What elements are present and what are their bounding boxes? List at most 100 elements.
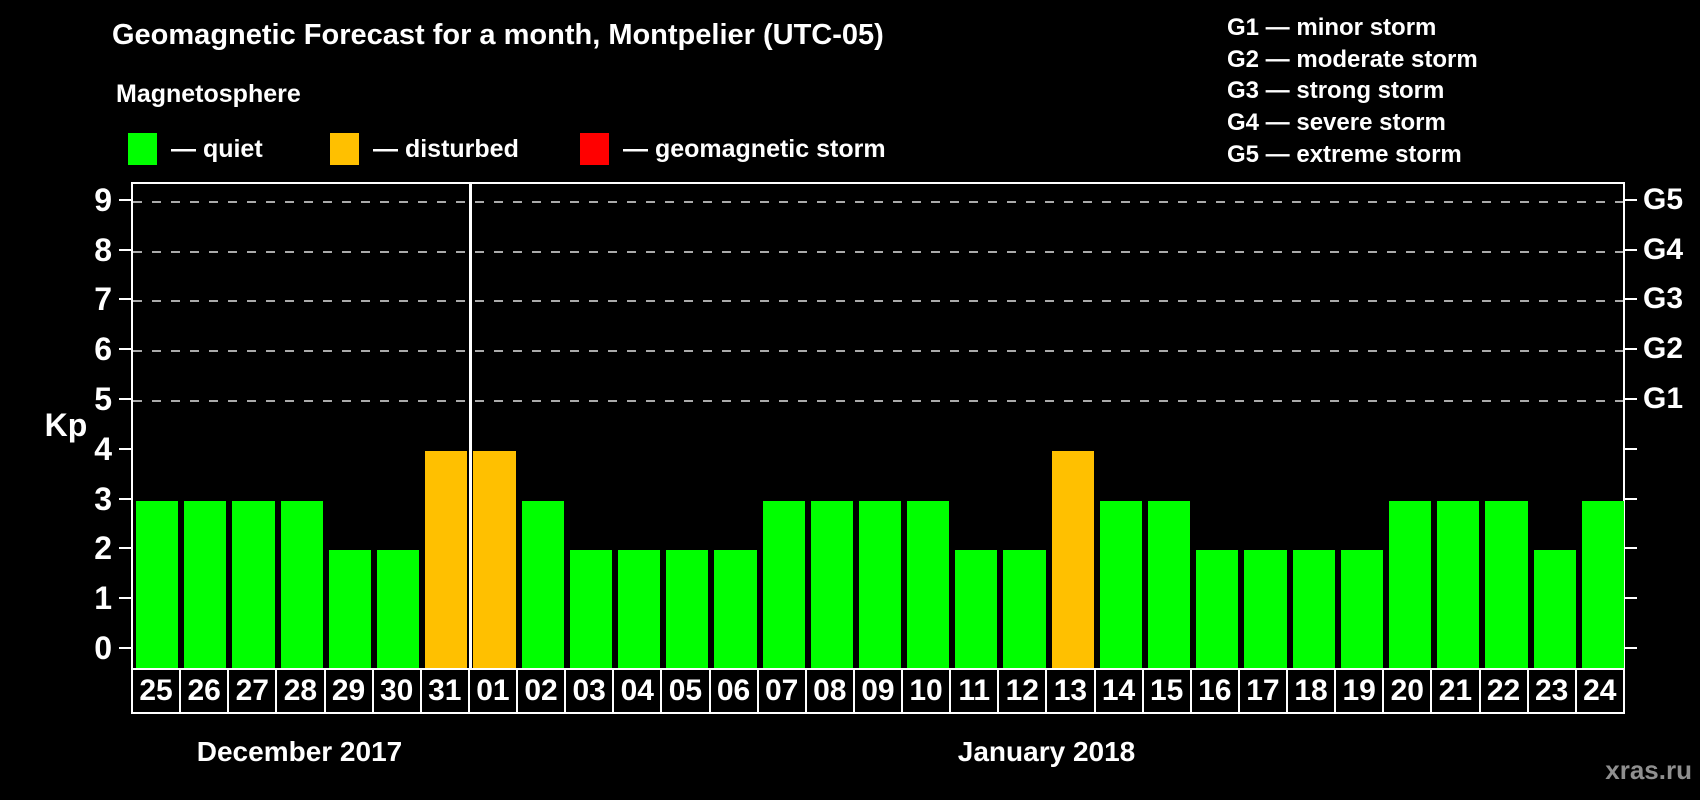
right-axis-tick — [1625, 298, 1637, 301]
date-label: 13 — [1045, 668, 1096, 714]
g-level-label-g1: G1 — [1643, 382, 1684, 415]
date-label: 07 — [756, 668, 807, 714]
date-label: 18 — [1286, 668, 1337, 714]
y-axis-tick — [119, 597, 131, 600]
date-label: 24 — [1574, 668, 1625, 714]
legend-item-storm: — geomagnetic storm — [580, 133, 886, 165]
kp-bar — [232, 500, 275, 670]
y-tick-label: 3 — [94, 480, 112, 517]
date-label: 12 — [997, 668, 1048, 714]
y-tick-label: 4 — [94, 430, 112, 467]
date-label: 08 — [804, 668, 855, 714]
kp-bar — [1003, 550, 1046, 670]
kp-bar — [1196, 550, 1239, 670]
kp-bar — [955, 550, 998, 670]
legend-item-quiet: — quiet — [128, 133, 263, 165]
kp-bar — [1099, 500, 1143, 670]
month-label-january: January 2018 — [957, 736, 1136, 767]
kp-bar — [473, 450, 516, 670]
date-label: 09 — [852, 668, 903, 714]
kp-bar — [617, 550, 661, 670]
legend-label-storm: — geomagnetic storm — [623, 135, 886, 163]
kp-bar — [136, 500, 179, 670]
kp-bar — [1581, 500, 1624, 670]
kp-bar — [666, 550, 709, 670]
date-label: 02 — [516, 668, 567, 714]
kp-bar — [1437, 500, 1480, 670]
y-axis-tick — [119, 497, 131, 500]
kp-bar — [521, 500, 564, 670]
y-tick-label: 5 — [94, 381, 112, 417]
kp-bar — [810, 500, 853, 670]
date-label: 20 — [1382, 668, 1433, 714]
right-axis-tick — [1625, 497, 1637, 500]
kp-bar — [425, 450, 468, 670]
date-axis: 25 26 27 28 29 30 31 01 02 03 04 05 06 07 08 09 10 11 12 13… — [131, 668, 1625, 714]
date-label: 26 — [179, 668, 230, 714]
storm-color-swatch — [580, 133, 609, 165]
y-axis-tick — [119, 198, 131, 201]
kp-bar — [569, 550, 612, 670]
g-scale-line-g5: G5 — extreme storm — [1227, 140, 1462, 168]
y-axis-tick — [119, 398, 131, 400]
y-tick-label: 0 — [94, 630, 112, 666]
date-label: 21 — [1430, 668, 1481, 714]
watermark-xras: xras.ru — [1605, 755, 1692, 785]
right-axis-tick — [1625, 398, 1637, 400]
kp-axis-title: Kp — [44, 407, 88, 443]
right-axis-tick — [1625, 597, 1637, 600]
disturbed-color-swatch — [330, 133, 359, 165]
y-axis-tick — [119, 248, 131, 251]
gridline-kp9 — [133, 200, 1623, 203]
g-scale-line-g1: G1 — minor storm — [1227, 14, 1437, 41]
kp-bar — [907, 500, 950, 670]
kp-bar — [762, 500, 805, 670]
right-axis-tick — [1625, 647, 1637, 649]
date-label: 22 — [1478, 668, 1529, 714]
y-axis-tick — [119, 647, 131, 649]
kp-bar — [1533, 550, 1576, 670]
g-level-label-g2: G2 — [1643, 332, 1684, 366]
y-tick-label: 7 — [94, 281, 112, 318]
y-tick-label: 1 — [94, 580, 112, 617]
date-label: 31 — [419, 668, 470, 714]
quiet-color-swatch — [128, 133, 157, 165]
date-label: 01 — [467, 668, 518, 714]
right-axis-tick — [1625, 547, 1637, 550]
gridline-kp7 — [133, 300, 1623, 303]
date-label: 23 — [1526, 668, 1577, 714]
gridline-kp5 — [133, 400, 1623, 402]
kp-bar — [184, 500, 227, 670]
kp-bar — [1340, 550, 1384, 670]
date-label: 27 — [227, 668, 278, 714]
legend-item-disturbed: — disturbed — [330, 133, 519, 165]
date-label: 10 — [901, 668, 952, 714]
g-level-label-g5: G5 — [1643, 182, 1684, 216]
date-label: 30 — [371, 668, 422, 714]
date-label: 05 — [660, 668, 711, 714]
right-axis-tick — [1625, 248, 1637, 251]
y-axis-tick — [119, 547, 131, 550]
kp-bar — [328, 550, 371, 670]
plot-area — [131, 182, 1625, 670]
kp-bar — [376, 550, 420, 670]
kp-bar — [1244, 550, 1287, 670]
subtitle-magnetosphere: Magnetosphere — [116, 80, 301, 108]
gridline-kp6 — [133, 350, 1623, 353]
kp-bar — [1389, 500, 1432, 670]
right-axis-tick — [1625, 447, 1637, 450]
kp-bar — [1051, 450, 1094, 670]
y-tick-label: 8 — [94, 231, 112, 268]
y-axis-tick — [119, 447, 131, 450]
date-label: 11 — [949, 668, 1000, 714]
kp-bar — [1485, 500, 1528, 670]
date-label: 14 — [1093, 668, 1144, 714]
y-tick-label: 6 — [94, 331, 112, 368]
kp-bar — [714, 550, 757, 670]
date-label: 04 — [612, 668, 663, 714]
right-axis-tick — [1625, 198, 1637, 201]
kp-bar — [1148, 500, 1191, 670]
month-label-december: December 2017 — [196, 736, 403, 767]
date-label: 06 — [708, 668, 759, 714]
